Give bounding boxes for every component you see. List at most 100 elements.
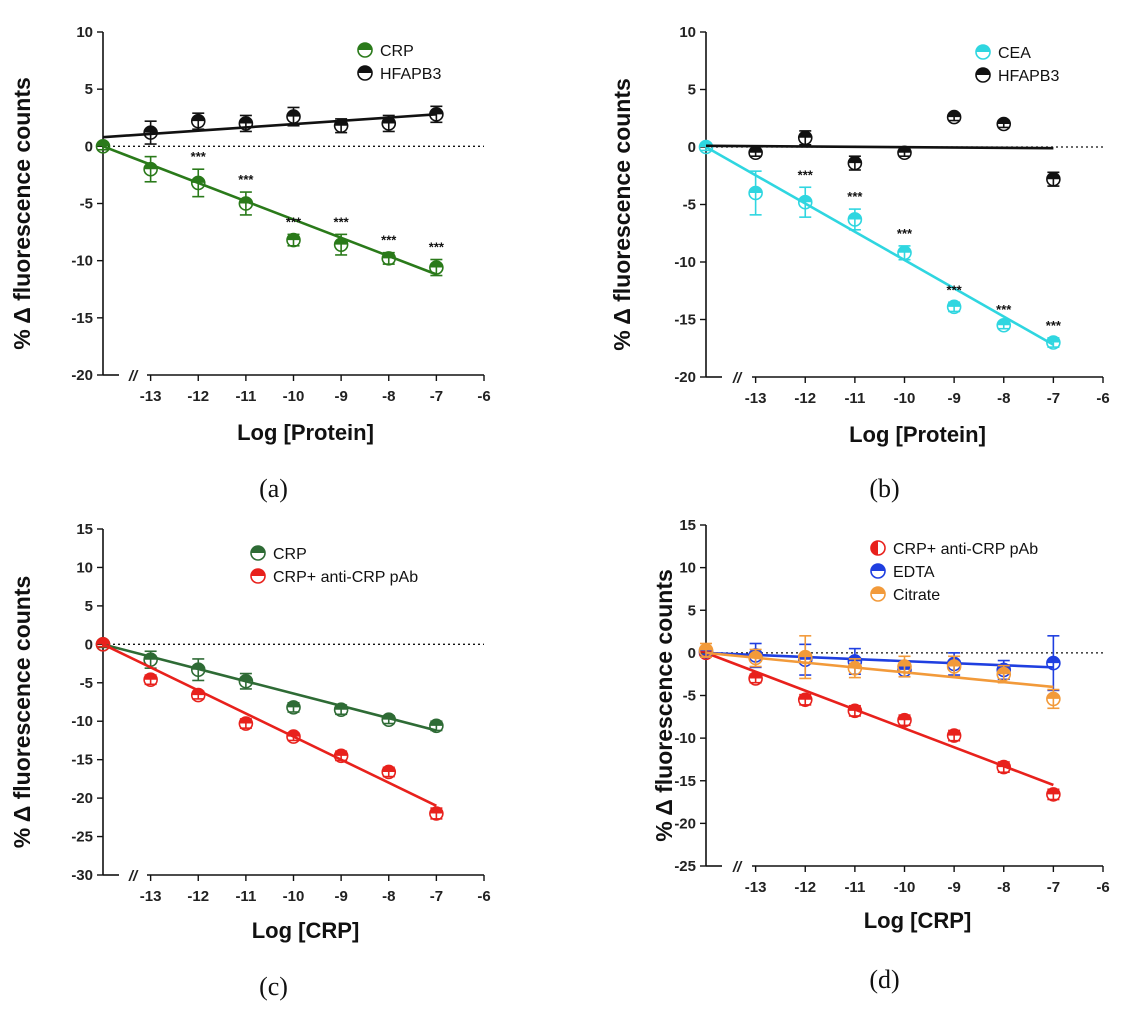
x-tick-label: -10 [894,390,916,407]
legend-marker [870,586,886,602]
y-axis-label: % Δ fluorescence counts [9,576,35,849]
data-point [698,643,714,658]
data-point-outline [847,212,863,227]
legend-label: Citrate [893,587,940,604]
y-tick-label: 0 [688,645,696,662]
y-tick-label: -10 [674,730,696,747]
x-tick-label: -8 [382,388,395,405]
axis-break: // [128,368,139,385]
data-point-outline [429,260,444,275]
x-tick-label: -13 [745,879,767,896]
data-point [897,659,912,674]
y-tick-label: -10 [674,254,696,271]
data-point [946,109,962,125]
y-tick-label: -15 [71,752,93,769]
legend-marker [357,42,373,58]
data-point [946,728,962,743]
y-tick-label: -20 [674,815,696,832]
data-point-outline [190,687,206,703]
data-point-outline [847,703,863,719]
significance-label: *** [191,149,207,164]
significance-label: *** [238,172,254,187]
legend: CRP+ anti-CRP pAb EDTA Citrate [870,540,1038,604]
data-point-outline [333,237,349,252]
fit-line [705,651,1054,689]
data-point-outline [1046,171,1061,187]
panel-label: (c) [259,972,288,1001]
data-point-outline [897,712,912,728]
x-axis-label: Log [Protein] [849,422,986,447]
y-tick-label: -15 [674,773,696,790]
y-tick-label: -10 [71,713,93,730]
y-tick-label: 15 [76,521,93,538]
y-tick-label: 10 [679,24,696,41]
data-point [996,317,1012,333]
x-tick-label: -11 [235,888,256,905]
y-tick-label: -15 [674,312,696,329]
data-point [143,672,158,688]
data-point-outline [946,728,962,743]
data-point-outline [190,662,206,678]
data-point [190,113,206,129]
data-point [897,145,912,161]
data-point-outline [1046,655,1061,671]
x-tick-label: -9 [947,390,960,407]
x-tick-label: -10 [283,388,305,405]
x-tick-label: -11 [844,390,865,407]
legend-label: CRP+ anti-CRP pAb [273,569,418,586]
y-tick-label: 5 [85,81,93,98]
legend-marker [357,65,373,81]
data-point-outline [143,672,158,688]
x-tick-label: -7 [430,888,443,905]
data-point [996,666,1012,682]
data-point-outline [238,196,254,211]
data-point [190,662,206,678]
legend-label: CRP [380,43,414,60]
data-point [797,692,813,708]
data-point [286,729,301,744]
legend-label: CEA [998,45,1031,62]
x-axis-label: Log [CRP] [252,918,360,943]
x-tick-label: -9 [334,388,347,405]
significance-label: *** [429,240,445,255]
data-point-outline [381,251,397,266]
y-tick-label: -5 [683,688,696,705]
data-point [847,212,863,227]
data-point-outline [190,175,206,191]
x-tick-label: -9 [947,879,960,896]
data-point-outline [286,700,301,715]
data-point-outline [698,643,714,658]
chart-panel-2: 10 5 0 -5 -10 -15 -20 //-13 -12 -11 -10 -9 -8 -7 -6 % Δ… [609,24,1110,503]
series-hfapb3 [102,105,444,145]
x-tick-label: -6 [1096,879,1109,896]
x-tick-label: -13 [140,388,162,405]
data-point [1046,335,1061,350]
data-point-outline [333,702,349,717]
y-tick-label: 0 [85,138,93,155]
panel-label: (b) [869,474,899,503]
x-axis-label: Log [Protein] [237,420,374,445]
series-hfapb3 [705,109,1061,187]
data-point-outline [429,107,444,122]
y-tick-label: 15 [679,517,696,534]
legend: CRP CRP+ anti-CRP pAb [250,545,418,586]
data-point-outline [897,659,912,674]
y-tick-label: -20 [674,369,696,386]
x-tick-label: -13 [745,390,767,407]
data-point-outline [238,716,254,731]
y-tick-label: -5 [80,675,93,692]
data-point [238,196,254,211]
data-point-outline [996,317,1012,333]
data-point [1046,691,1061,707]
data-point [190,687,206,703]
data-point [381,251,397,266]
data-point-outline [847,155,863,171]
y-tick-label: -20 [71,790,93,807]
y-axis-label: % Δ fluorescence counts [9,77,35,350]
x-tick-label: -6 [1096,390,1109,407]
legend-marker [870,563,886,579]
data-point-outline [286,232,301,248]
data-point-outline [797,194,813,210]
data-point-outline [1046,787,1061,802]
data-point-outline [333,118,349,134]
